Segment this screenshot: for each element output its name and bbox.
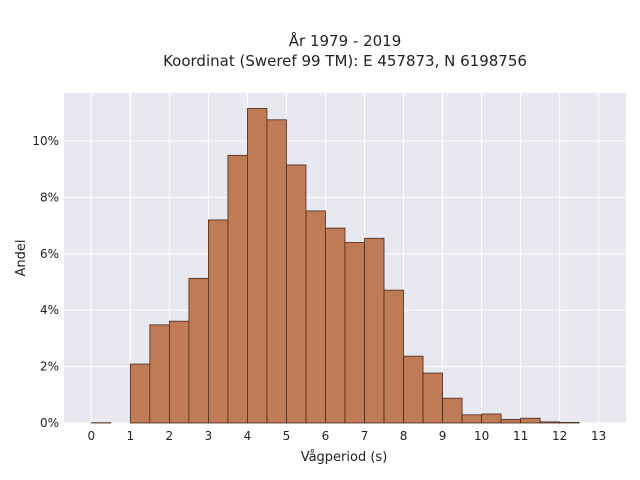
histogram-bar <box>442 397 463 424</box>
histogram-bar <box>422 372 443 424</box>
histogram-bar <box>305 210 326 424</box>
histogram-bar <box>168 320 190 424</box>
y-tick-label: 10% <box>32 134 59 148</box>
x-tick-label: 2 <box>166 429 174 443</box>
x-tick-label: 4 <box>244 429 252 443</box>
bars <box>90 108 580 424</box>
histogram-bar <box>559 422 580 424</box>
x-tick-label: 1 <box>127 429 135 443</box>
histogram-bar <box>208 219 229 424</box>
histogram-bar <box>227 154 248 424</box>
x-tick-label: 13 <box>591 429 606 443</box>
histogram-bar <box>403 355 424 424</box>
histogram-bar <box>461 414 482 424</box>
chart-title-line-1: År 1979 - 2019 <box>289 31 402 50</box>
histogram-bar <box>481 413 502 424</box>
y-tick-label: 8% <box>40 190 59 204</box>
x-tick-label: 9 <box>439 429 447 443</box>
histogram-bar <box>149 324 170 424</box>
histogram-bar <box>247 108 268 424</box>
x-axis-label: Vågperiod (s) <box>301 450 388 465</box>
y-tick-label: 6% <box>40 247 59 261</box>
histogram-bar <box>325 227 346 424</box>
y-tick-label: 2% <box>40 360 59 374</box>
histogram-bar <box>520 417 541 424</box>
y-axis-label: Andel <box>14 240 29 277</box>
y-tick-label: 0% <box>40 416 59 430</box>
x-tick-label: 12 <box>552 429 567 443</box>
x-tick-label: 8 <box>400 429 408 443</box>
y-tick-label: 4% <box>40 303 59 317</box>
x-tick-label: 5 <box>283 429 291 443</box>
x-tick-label: 3 <box>205 429 213 443</box>
histogram-bar <box>500 418 522 424</box>
x-tick-label: 11 <box>513 429 528 443</box>
x-axis-ticks: 0 1 2 3 4 5 6 7 8 9 10 11 12 13 <box>87 429 606 443</box>
histogram-bar <box>344 242 365 424</box>
histogram-bar <box>129 363 151 424</box>
histogram-bar <box>364 237 385 424</box>
histogram-bar <box>383 289 404 424</box>
histogram-bar <box>286 164 307 424</box>
x-tick-label: 6 <box>322 429 330 443</box>
histogram-bar <box>266 119 287 424</box>
x-tick-label: 0 <box>87 429 95 443</box>
chart-title-line-2: Koordinat (Sweref 99 TM): E 457873, N 61… <box>163 52 527 70</box>
histogram-bar <box>188 277 209 424</box>
x-tick-label: 7 <box>361 429 369 443</box>
histogram-bar <box>539 421 561 424</box>
x-tick-label: 10 <box>474 429 489 443</box>
y-axis-ticks: 0% 2% 4% 6% 8% 10% <box>32 134 59 430</box>
